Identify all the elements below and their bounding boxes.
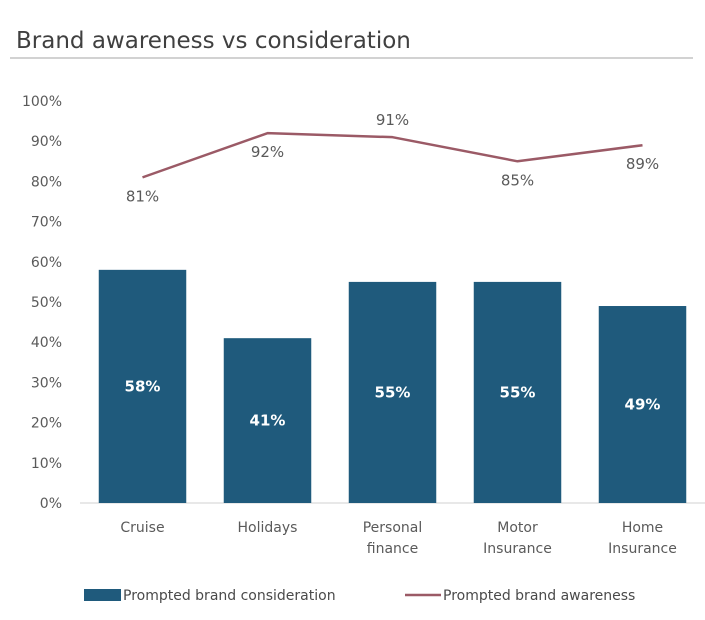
legend-label-consideration: Prompted brand consideration [123, 588, 336, 604]
bar-value-label: 49% [625, 396, 661, 414]
x-category-label: Motor [497, 520, 538, 536]
y-tick-label: 100% [22, 94, 62, 110]
y-tick-label: 80% [31, 174, 62, 190]
y-tick-label: 90% [31, 134, 62, 150]
bar [98, 269, 187, 503]
line-series [142, 131, 643, 179]
x-category-label: Personal [363, 520, 423, 536]
line-value-label: 92% [251, 143, 284, 161]
y-tick-label: 30% [31, 375, 62, 391]
y-tick-label: 10% [31, 456, 62, 472]
bar [598, 306, 687, 503]
x-category-label: Home [622, 520, 663, 536]
line-value-label: 81% [126, 187, 159, 205]
bar [473, 281, 562, 503]
y-tick-label: 70% [31, 215, 62, 231]
bar-value-label: 55% [500, 383, 536, 401]
y-tick-label: 40% [31, 335, 62, 351]
y-tick-label: 50% [31, 295, 62, 311]
legend: Prompted brand consideration Prompted bra… [84, 588, 635, 604]
line-value-label: 91% [376, 111, 409, 129]
bar-value-label: 58% [125, 377, 161, 395]
y-tick-label: 20% [31, 416, 62, 432]
legend-swatch-consideration [84, 589, 121, 601]
bar [348, 281, 437, 503]
x-category-label: Holidays [238, 520, 298, 536]
bar-data-labels: 58% 41% 55% 55% 49% [125, 377, 661, 429]
x-category-label: Insurance [483, 541, 552, 557]
legend-label-awareness: Prompted brand awareness [443, 588, 635, 604]
line-data-labels: 81% 92% 91% 85% 89% [126, 111, 659, 205]
y-tick-label: 0% [40, 496, 62, 512]
bar [223, 338, 312, 503]
x-category-label: finance [367, 541, 418, 557]
bar-value-label: 55% [375, 383, 411, 401]
awareness-line [142, 131, 643, 179]
line-value-label: 85% [501, 171, 534, 189]
bar-value-label: 41% [250, 412, 286, 430]
line-value-label: 89% [626, 155, 659, 173]
x-category-label: Insurance [608, 541, 677, 557]
y-tick-label: 60% [31, 255, 62, 271]
x-category-label: Cruise [120, 520, 164, 536]
x-axis: Cruise Holidays Personal finance Motor Insura… [120, 520, 676, 557]
chart-title: Brand awareness vs consideration [16, 28, 411, 54]
bar-series [98, 269, 687, 503]
